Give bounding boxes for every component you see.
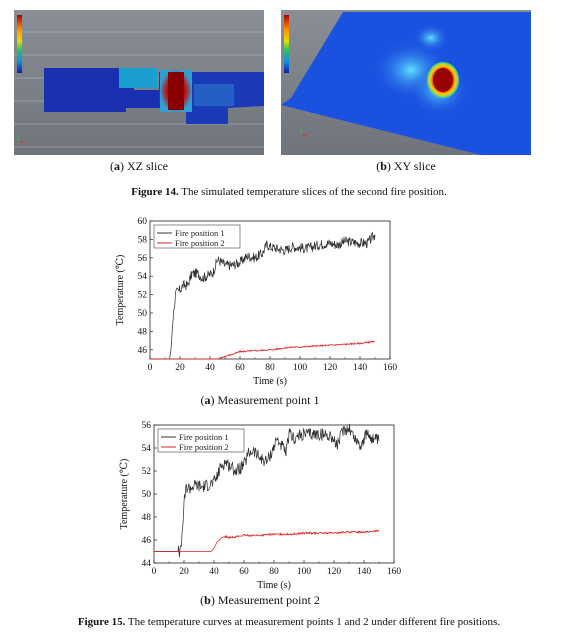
y-tick-label: 60: [138, 217, 148, 227]
y-tick-label: 46: [138, 346, 148, 356]
legend-label-2: Fire position 2: [175, 238, 225, 248]
x-tick-label: 60: [239, 567, 249, 577]
legend-label-2: Fire position 2: [179, 442, 229, 452]
x-tick-label: 140: [353, 363, 368, 373]
y-axis-label: Temperature (℃): [115, 255, 126, 326]
y-tick-label: 58: [138, 235, 148, 245]
x-axis-label: Time (s): [253, 376, 287, 387]
x-tick-label: 80: [269, 567, 279, 577]
x-tick-label: 40: [205, 363, 215, 373]
x-tick-label: 0: [148, 363, 153, 373]
x-tick-label: 0: [152, 567, 157, 577]
x-tick-label: 20: [179, 567, 189, 577]
y-axis-label: Temperature (℃): [119, 459, 130, 530]
y-tick-label: 44: [142, 559, 152, 569]
xy-slice-graphic: [281, 10, 531, 155]
x-tick-label: 160: [383, 363, 398, 373]
y-tick-label: 46: [142, 536, 152, 546]
y-tick-label: 50: [138, 309, 148, 319]
chart-measurement-point-2: 0 20 40 60 80 100 120 140 160 44 46 48 50 52 54 56 Time …: [119, 421, 402, 591]
y-tick-label: 50: [142, 490, 152, 500]
x-tick-label: 120: [323, 363, 338, 373]
figure-14-caption: Figure 14. The simulated temperature sli…: [131, 186, 447, 198]
y-tick-label: 54: [138, 272, 148, 282]
series-line-2: [150, 340, 376, 360]
xz-slice-image: [14, 10, 264, 155]
x-tick-label: 100: [293, 363, 308, 373]
y-tick-label: 48: [142, 513, 152, 523]
legend-box: [157, 428, 245, 453]
series-line-2: [154, 529, 380, 552]
x-tick-label: 120: [327, 567, 342, 577]
y-tick-label: 56: [138, 254, 148, 264]
x-tick-label: 80: [265, 363, 275, 373]
chart-measurement-point-1: 0 20 40 60 80 100 120 140 160 46 48 50 52 54 56 58 60 Tim…: [115, 217, 398, 387]
x-tick-label: 60: [235, 363, 245, 373]
x-tick-label: 40: [209, 567, 219, 577]
y-tick-label: 54: [142, 444, 152, 454]
series-line-1: [154, 423, 380, 558]
x-tick-label: 140: [357, 567, 372, 577]
xy-slice-label: (b) XY slice: [376, 159, 436, 173]
xy-slice-image: [281, 10, 531, 155]
x-axis-label: Time (s): [257, 580, 291, 591]
legend-label-1: Fire position 1: [179, 432, 229, 442]
chart-2-sublabel: (b) Measurement point 2: [200, 593, 320, 607]
xz-slice-label: (a) XZ slice: [110, 159, 168, 173]
x-tick-label: 20: [175, 363, 185, 373]
chart-1-sublabel: (a) Measurement point 1: [200, 393, 320, 407]
y-tick-label: 48: [138, 327, 148, 337]
xz-slice-graphic: [14, 10, 264, 155]
x-tick-label: 160: [387, 567, 402, 577]
legend-label-1: Fire position 1: [175, 228, 225, 238]
y-tick-label: 56: [142, 421, 152, 431]
x-tick-label: 100: [297, 567, 312, 577]
legend-box: [153, 224, 241, 249]
figure-15-caption: Figure 15. The temperature curves at mea…: [77, 616, 501, 628]
series-line-1: [150, 231, 376, 360]
y-tick-label: 52: [138, 291, 148, 301]
y-tick-label: 52: [142, 467, 152, 477]
